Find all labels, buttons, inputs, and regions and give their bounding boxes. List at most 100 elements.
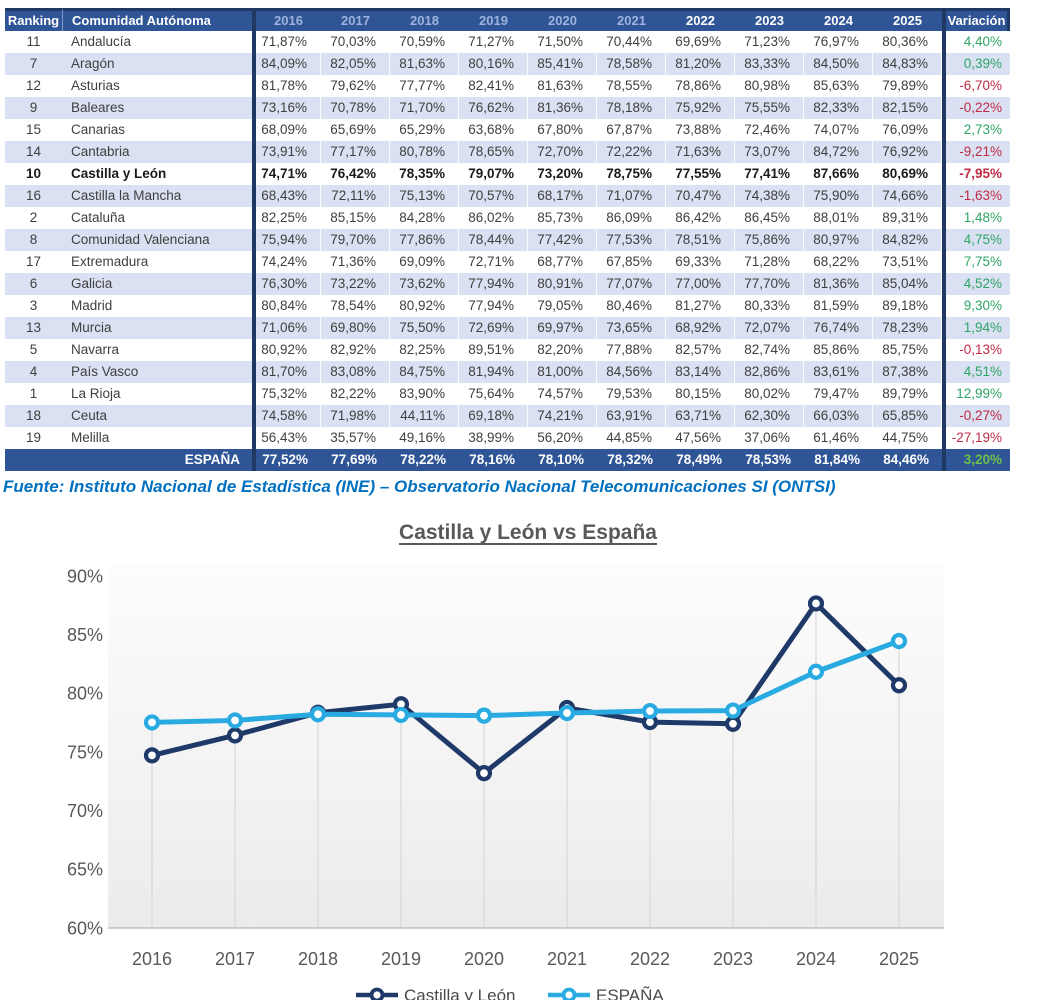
community-name-cell: Andalucía (71, 34, 132, 49)
year-value-cell: 71,63% (666, 141, 735, 163)
year-value-cell: 77,77% (390, 75, 459, 97)
data-point-castilla (807, 595, 825, 612)
community-name-cell: Extremadura (71, 254, 149, 269)
year-value-cell: 66,03% (804, 405, 873, 427)
year-value-cell: 78,75% (597, 163, 666, 185)
year-value-cell: 79,07% (459, 163, 528, 185)
year-value-cell: 84,75% (390, 361, 459, 383)
year-value-cell: 77,70% (735, 273, 804, 295)
year-value-cell: 82,74% (735, 339, 804, 361)
column-header-year: 2023 (735, 8, 804, 31)
year-value-cell: 74,21% (528, 405, 597, 427)
source-note: Fuente: Instituto Nacional de Estadístic… (3, 477, 836, 496)
variation-cell: -9,21% (942, 141, 1010, 163)
year-value-cell: 37,06% (735, 427, 804, 449)
community-name-cell: Castilla la Mancha (62, 185, 252, 207)
year-value-cell: 72,71% (459, 251, 528, 273)
year-value-cell: 75,13% (390, 185, 459, 207)
year-value-cell: 70,47% (666, 185, 735, 207)
ranking-cell: 18 (5, 405, 62, 427)
data-point-castilla (724, 715, 742, 732)
x-axis-label: 2021 (547, 949, 587, 969)
data-point-espana (558, 704, 576, 722)
data-point-espana (392, 706, 410, 724)
year-value-cell: 81,94% (459, 361, 528, 383)
plot-area (108, 565, 944, 928)
autonomous-communities-table: Ranking Comunidad Autónoma 2016 2017 2018 201… (5, 8, 1010, 471)
year-value-cell: 69,18% (459, 405, 528, 427)
column-header-comunidad: Comunidad Autónoma (62, 8, 252, 31)
year-value-cell: 79,70% (321, 229, 390, 251)
year-value-cell: 86,42% (666, 207, 735, 229)
table-row: 1 La Rioja 75,32% 82,22% 83,90% 75,64% 74,57% 7… (5, 383, 1010, 405)
year-value-cell: 71,70% (390, 97, 459, 119)
year-value-cell: 82,22% (321, 383, 390, 405)
ranking-cell: 15 (25, 122, 42, 137)
year-value-cell: 65,85% (873, 405, 942, 427)
year-value-cell: 73,65% (597, 317, 666, 339)
table-row: 13 Murcia 71,06% 69,80% 75,50% 72,69% 69,97% 73… (5, 317, 1010, 339)
community-name-cell: Castilla y León (71, 166, 167, 181)
year-value-cell: 65,69% (321, 119, 390, 141)
year-value-cell: 82,15% (873, 97, 942, 119)
variation-cell: 0,39% (942, 53, 1010, 75)
year-value-cell: 83,08% (321, 361, 390, 383)
year-value-cell: 81,20% (666, 53, 735, 75)
year-value-cell: 47,56% (666, 427, 735, 449)
year-value-cell: 80,98% (735, 75, 804, 97)
ranking-cell: 13 (5, 317, 62, 339)
year-value-cell: 76,30% (252, 273, 321, 295)
year-value-cell: 76,09% (873, 119, 942, 141)
year-value-cell: 71,07% (597, 185, 666, 207)
table-row: 10 Castilla y León 74,71% 76,42% 78,35% 79,07… (5, 163, 1010, 185)
year-value-cell: 63,68% (459, 119, 528, 141)
year-value-cell: 75,32% (252, 383, 321, 405)
year-value-cell: 80,97% (804, 229, 873, 251)
x-axis-label: 2025 (879, 949, 919, 969)
ranking-cell: 9 (5, 97, 62, 119)
year-value-cell: 73,22% (321, 273, 390, 295)
column-header-year: 2019 (459, 8, 528, 31)
year-value-cell: 44,11% (390, 405, 459, 427)
table-row: 6 Galicia 76,30% 73,22% 73,62% 77,94% 80,91% 77… (5, 273, 1010, 295)
year-value-cell: 71,36% (321, 251, 390, 273)
year-value-cell: 78,65% (459, 141, 528, 163)
year-value-cell: 68,09% (252, 119, 321, 141)
data-point-castilla (890, 677, 908, 694)
y-axis-label: 90% (67, 566, 103, 586)
y-axis-label: 75% (67, 742, 103, 762)
total-year-value-cell: 78,16% (459, 449, 528, 471)
column-header-year: 2025 (873, 8, 942, 31)
ranking-cell: 1 (29, 386, 38, 401)
variation-cell: 1,94% (942, 317, 1010, 339)
year-value-cell: 82,25% (390, 339, 459, 361)
variation-cell: 9,30% (942, 295, 1010, 317)
column-header-variacion: Variación (942, 8, 1010, 31)
year-value-cell: 78,18% (597, 97, 666, 119)
variation-cell: -0,27% (942, 405, 1010, 427)
data-point-espana (724, 702, 742, 719)
variation-cell: 4,52% (942, 273, 1010, 295)
community-name-cell: Asturias (71, 78, 120, 93)
table-row: 2 Cataluña 82,25% 85,15% 84,28% 86,02% 85,73% 8… (5, 207, 1010, 229)
year-value-cell: 69,80% (321, 317, 390, 339)
year-value-cell: 78,54% (321, 295, 390, 317)
year-value-cell: 62,30% (735, 405, 804, 427)
year-value-cell: 72,07% (735, 317, 804, 339)
year-value-cell: 49,16% (390, 427, 459, 449)
data-point-castilla (475, 765, 493, 782)
year-value-cell: 89,51% (459, 339, 528, 361)
year-value-cell: 82,86% (735, 361, 804, 383)
year-value-cell: 77,94% (459, 295, 528, 317)
year-value-cell: 78,86% (666, 75, 735, 97)
year-value-cell: 88,01% (804, 207, 873, 229)
community-name-cell: Murcia (62, 317, 252, 339)
year-value-cell: 82,57% (666, 339, 735, 361)
year-value-cell: 69,33% (666, 251, 735, 273)
variation-cell: -0,22% (942, 97, 1010, 119)
year-value-cell: 80,69% (873, 163, 942, 185)
year-value-cell: 71,50% (528, 31, 597, 53)
year-value-cell: 84,83% (873, 53, 942, 75)
year-value-cell: 89,18% (873, 295, 942, 317)
year-value-cell: 78,23% (873, 317, 942, 339)
